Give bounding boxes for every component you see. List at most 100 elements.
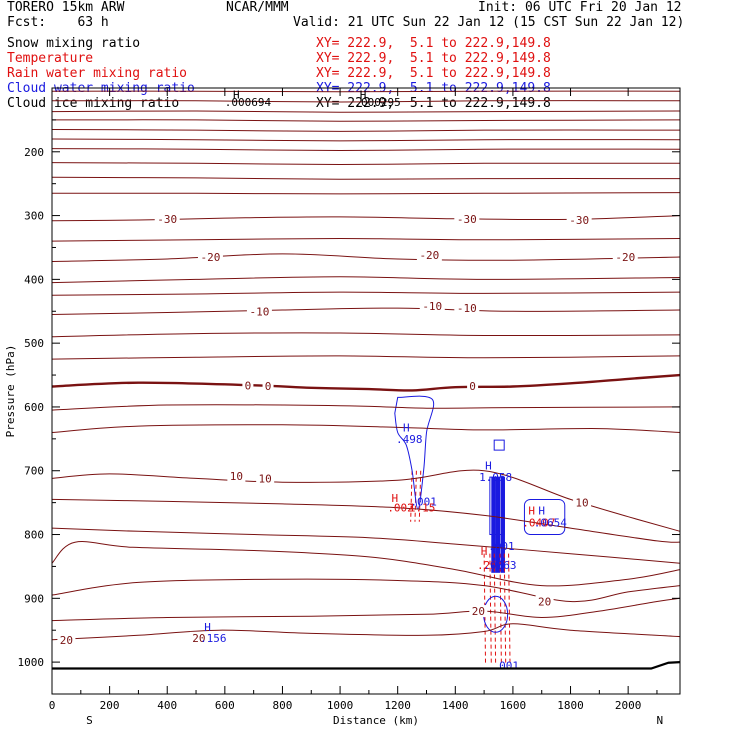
temperature-contour-m45 bbox=[51, 148, 681, 152]
temperature-contour-m58 bbox=[51, 100, 681, 103]
cloud-water-contour-east bbox=[523, 498, 566, 536]
x-tick-label-600: 600 bbox=[215, 699, 235, 712]
temperature-contour-10 bbox=[51, 469, 681, 532]
temperature-contour-m3 bbox=[51, 355, 681, 360]
contour-label-25: .001 bbox=[410, 495, 437, 508]
x-tick-label-1000: 1000 bbox=[327, 699, 354, 712]
contour-label-20: .000694 bbox=[225, 96, 272, 109]
cloud-water-contour-top bbox=[493, 439, 505, 451]
legend-temperature-xy: XY= 222.9, 5.1 to 222.9,149.8 bbox=[316, 51, 551, 66]
contour-label-bg-13 bbox=[256, 472, 275, 485]
terrain-line bbox=[52, 661, 681, 670]
contour-label-bg-8 bbox=[454, 302, 480, 315]
contour-label-38: .0063 bbox=[483, 559, 516, 572]
contour-label-28: 1.15 bbox=[409, 502, 436, 515]
contour-label-0: -30 bbox=[157, 213, 177, 226]
legend-rain-name: Rain water mixing ratio bbox=[7, 66, 188, 81]
contour-label-29: H bbox=[485, 460, 492, 473]
contour-label-34: .0654 bbox=[534, 516, 567, 529]
forecast-hour: Fcst: 63 h bbox=[7, 15, 109, 30]
contour-label-bg-10 bbox=[262, 379, 274, 392]
axes: 0 200 400 600 800 1000 1200 1400 1600 1800 2000200… bbox=[4, 87, 681, 727]
contour-label-1: -30 bbox=[457, 213, 477, 226]
x-end-label-north: N bbox=[657, 714, 664, 727]
x-tick-label-800: 800 bbox=[273, 699, 293, 712]
y-axis-label: Pressure (hPa) bbox=[4, 345, 17, 438]
model-title: TORERO 15km ARW bbox=[7, 0, 125, 15]
contour-label-27: .002 bbox=[387, 502, 414, 515]
cloud-features bbox=[394, 395, 566, 666]
temperature-contour-m52 bbox=[51, 129, 681, 132]
rain-shaft-5 bbox=[508, 553, 511, 666]
temperature-contours bbox=[51, 90, 681, 641]
temperature-contour-m56 bbox=[51, 110, 681, 113]
y-tick-label-600: 600 bbox=[24, 401, 44, 414]
temperature-contour-m38 bbox=[51, 176, 681, 180]
temperature-contour-14 bbox=[51, 527, 681, 564]
cloud-water-core-1 bbox=[495, 477, 501, 573]
contour-label-6: -10 bbox=[249, 305, 269, 318]
y-tick-label-900: 900 bbox=[24, 592, 44, 605]
contour-label-bg-4 bbox=[416, 249, 442, 262]
contour-label-21: H bbox=[360, 88, 367, 101]
cloud-water-core-2 bbox=[500, 477, 505, 573]
contour-label-24: .498 bbox=[396, 433, 423, 446]
valid-time: Valid: 21 UTC Sun 22 Jan 12 (15 CST Sun … bbox=[293, 15, 685, 30]
rain-shaft-4 bbox=[503, 553, 507, 666]
temperature-contour-12 bbox=[51, 498, 681, 543]
legend-snow-xy: XY= 222.9, 5.1 to 222.9,149.8 bbox=[316, 36, 551, 51]
legend-snow-name: Snow mixing ratio bbox=[7, 36, 141, 51]
contour-label-15: 20 bbox=[60, 634, 73, 647]
temperature-contour-16 bbox=[51, 541, 681, 587]
contour-label-4: -20 bbox=[419, 249, 439, 262]
x-axis-label: Distance (km) bbox=[333, 714, 419, 727]
temperature-contour-m50 bbox=[51, 138, 681, 142]
x-tick-label-1400: 1400 bbox=[442, 699, 469, 712]
contour-label-23: H bbox=[403, 421, 410, 434]
y-tick-label-300: 300 bbox=[24, 210, 44, 223]
legend-cloud-ice-xy: XY= 222.9, 5.1 to 222.9,149.8 bbox=[316, 96, 551, 111]
temperature-contour-3 bbox=[51, 404, 681, 411]
y-tick-label-200: 200 bbox=[24, 146, 44, 159]
contour-label-41: .001 bbox=[492, 659, 519, 672]
contour-label-bg-5 bbox=[612, 251, 638, 264]
legend-temperature-name: Temperature bbox=[7, 51, 94, 66]
y-tick-label-400: 400 bbox=[24, 273, 44, 286]
contour-label-bg-3 bbox=[197, 251, 223, 264]
rain-shaft-mid-2 bbox=[418, 470, 422, 522]
contour-label-2: -30 bbox=[569, 214, 589, 227]
contour-label-11: 0 bbox=[469, 380, 476, 393]
y-tick-label-1000: 1000 bbox=[18, 656, 45, 669]
x-tick-label-400: 400 bbox=[157, 699, 177, 712]
contour-label-7: -10 bbox=[422, 300, 442, 313]
temperature-contour-m10 bbox=[51, 307, 681, 315]
contour-label-26: H bbox=[391, 492, 398, 505]
temperature-contour-0 bbox=[51, 373, 681, 392]
contour-label-16: 20 bbox=[192, 632, 205, 645]
contour-label-9: 0 bbox=[245, 379, 252, 392]
x-tick-label-200: 200 bbox=[100, 699, 120, 712]
contour-label-19: H bbox=[233, 88, 240, 101]
x-tick-label-2000: 2000 bbox=[615, 699, 642, 712]
contour-label-bg-14 bbox=[573, 496, 592, 509]
contour-label-32: H bbox=[538, 504, 545, 517]
contour-label-13: 10 bbox=[259, 472, 272, 485]
x-tick-label-1200: 1200 bbox=[384, 699, 411, 712]
temperature-contour-5 bbox=[51, 424, 681, 433]
center-title: NCAR/MMM bbox=[226, 0, 289, 15]
contour-label-17: 20 bbox=[472, 605, 485, 618]
y-tick-label-500: 500 bbox=[24, 337, 44, 350]
contour-label-37: .25 bbox=[477, 559, 497, 572]
x-tick-label-1600: 1600 bbox=[500, 699, 527, 712]
contour-label-39: H bbox=[204, 621, 211, 634]
contour-label-8: -10 bbox=[457, 302, 477, 315]
y-tick-label-700: 700 bbox=[24, 465, 44, 478]
contour-label-14: 10 bbox=[575, 497, 588, 510]
rain-shaft-1 bbox=[489, 553, 492, 666]
temperature-contour-m6 bbox=[51, 332, 681, 338]
init-time: Init: 06 UTC Fri 20 Jan 12 bbox=[478, 0, 682, 15]
temperature-contour-19 bbox=[51, 597, 681, 622]
temperature-contour-m14 bbox=[51, 291, 681, 296]
y-tick-label-800: 800 bbox=[24, 529, 44, 542]
